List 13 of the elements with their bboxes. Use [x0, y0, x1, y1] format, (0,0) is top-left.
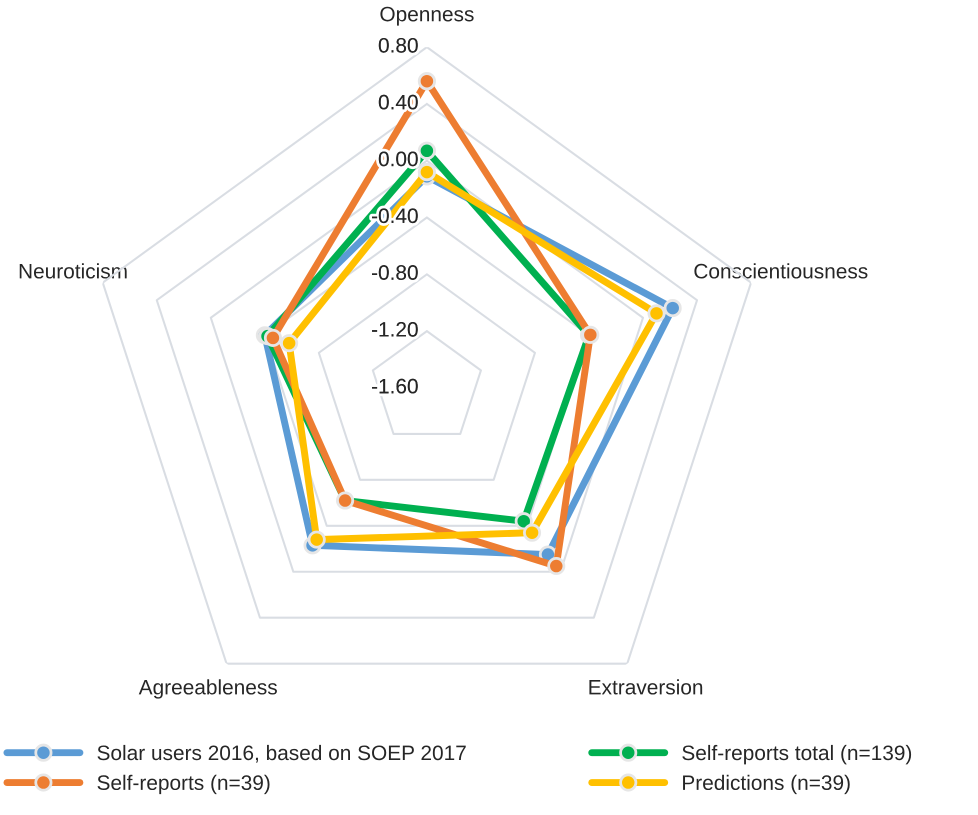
- legend-label: Solar users 2016, based on SOEP 2017: [97, 744, 466, 763]
- y-tick-label: -0.80: [372, 265, 418, 280]
- legend-label: Self-reports total (n=139): [682, 744, 912, 764]
- legend-label: Self-reports (n=39): [97, 774, 270, 794]
- spoke-label: Agreeableness: [138, 679, 277, 699]
- spoke-label: Extraversion: [589, 679, 702, 695]
- spoke-label: Conscientiousness: [694, 263, 868, 279]
- y-tick-label: -1.60: [372, 378, 418, 394]
- y-tick-label: 0.80: [378, 38, 418, 53]
- spoke-label: Openness: [380, 6, 474, 26]
- legend-label: Predictions (n=39): [683, 774, 850, 794]
- spoke-label: Neuroticism: [20, 263, 127, 279]
- y-tick-label: -1.20: [372, 322, 418, 337]
